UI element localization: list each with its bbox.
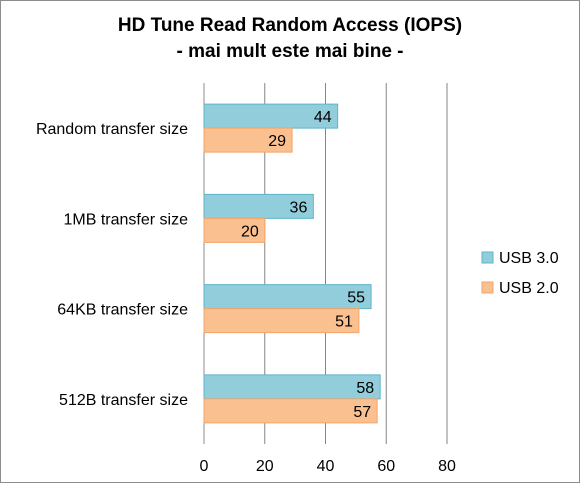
bar-usb-3-0-3: [203, 374, 381, 400]
legend: USB 3.0 USB 2.0: [481, 250, 559, 297]
data-label: 57: [353, 404, 371, 421]
data-label: 58: [356, 380, 374, 397]
bar-usb-2-0-2: [203, 308, 360, 334]
data-label: 20: [241, 223, 259, 240]
x-tick-label: 80: [438, 458, 456, 475]
x-tick-label: 60: [377, 458, 395, 475]
data-label: 29: [268, 133, 286, 150]
bar-usb-3-0-1: [203, 193, 314, 219]
bar-usb-2-0-1: [203, 217, 266, 243]
category-labels: Random transfer size 1MB transfer size 64K…: [36, 121, 188, 409]
data-label: 36: [290, 199, 308, 216]
data-label: 51: [335, 314, 353, 331]
chart-title: HD Tune Read Random Access (IOPS): [118, 15, 462, 36]
data-label: 44: [314, 109, 332, 126]
category-label: Random transfer size: [36, 121, 188, 138]
category-label: 1MB transfer size: [64, 211, 189, 228]
x-tick-label: 20: [256, 458, 274, 475]
x-tick-label: 40: [317, 458, 335, 475]
x-tick-label: 0: [200, 458, 209, 475]
category-label: 64KB transfer size: [57, 302, 188, 319]
category-label: 512B transfer size: [59, 392, 188, 409]
chart-subtitle: - mai mult este mai bine -: [177, 41, 404, 62]
legend-label: USB 2.0: [499, 280, 559, 297]
x-axis-tick-labels: 0 20 40 60 80: [200, 458, 456, 475]
bars: 44 29 36 20 55 51 58 57: [203, 103, 381, 424]
bar-usb-3-0-2: [203, 284, 372, 310]
legend-swatch: [481, 281, 494, 294]
bar-usb-2-0-3: [203, 398, 378, 424]
legend-swatch: [481, 251, 494, 264]
bar-usb-3-0-0: [203, 103, 339, 129]
data-label: 55: [347, 290, 365, 307]
bar-usb-2-0-0: [203, 127, 293, 153]
legend-label: USB 3.0: [499, 250, 559, 267]
